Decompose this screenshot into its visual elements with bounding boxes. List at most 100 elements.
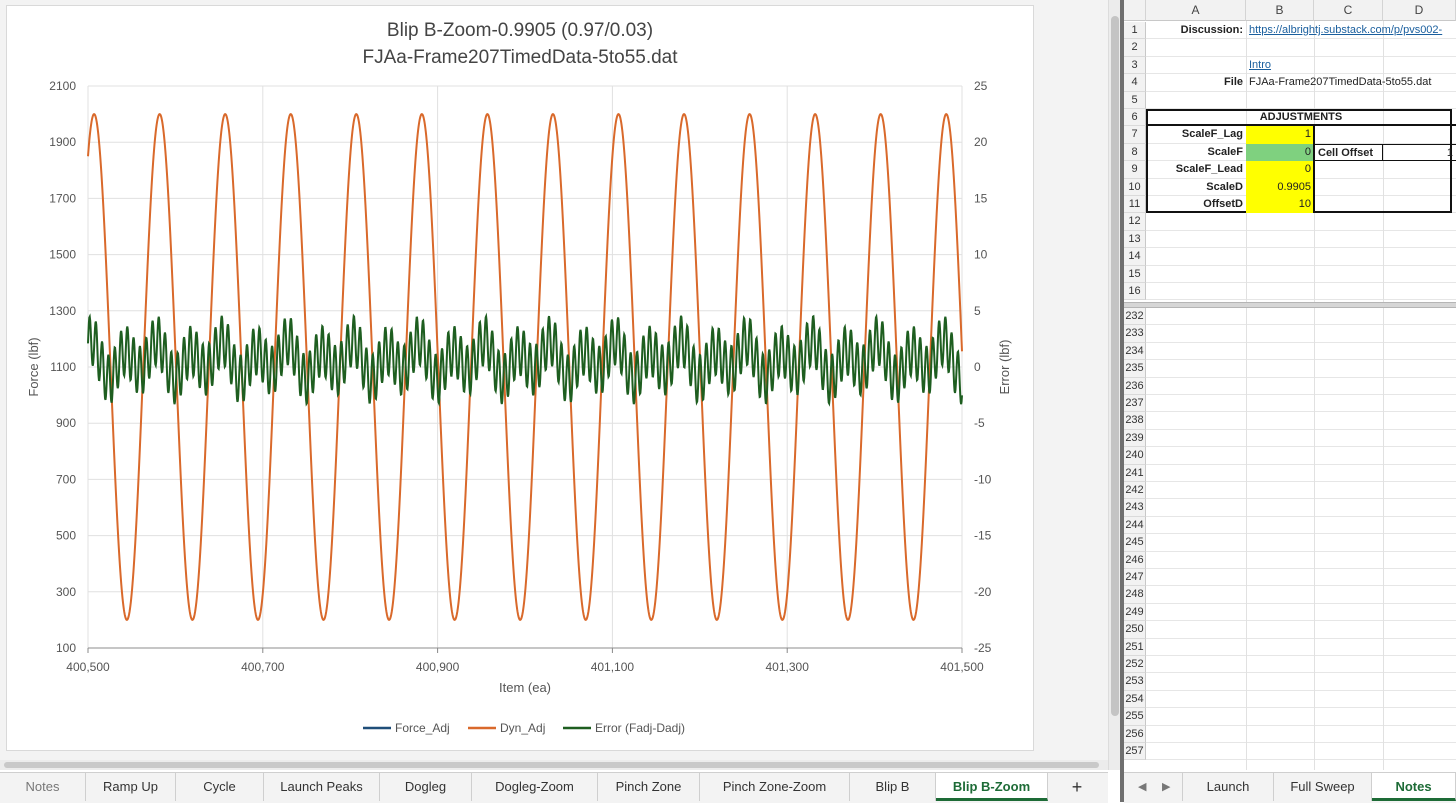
select-all-corner[interactable]: [1124, 0, 1146, 21]
column-header-b[interactable]: B: [1246, 0, 1314, 21]
series-dyn-adj-line: [87, 112, 963, 622]
row-header[interactable]: 237: [1124, 395, 1146, 413]
row-header[interactable]: 233: [1124, 325, 1146, 343]
x-tick-label: 401,300: [766, 660, 810, 674]
row-header[interactable]: 246: [1124, 551, 1146, 569]
intro-link[interactable]: Intro: [1249, 58, 1272, 71]
row-header[interactable]: 4: [1124, 74, 1146, 92]
row-header[interactable]: 253: [1124, 673, 1146, 691]
sheet-tab-cycle[interactable]: Cycle: [176, 773, 264, 801]
sheet-tab-right-full-sweep[interactable]: Full Sweep: [1274, 773, 1372, 801]
row-header[interactable]: 248: [1124, 586, 1146, 604]
row-header[interactable]: 234: [1124, 342, 1146, 361]
vertical-scrollbar-left[interactable]: [1108, 0, 1121, 770]
row-header[interactable]: 235: [1124, 360, 1146, 378]
row-header[interactable]: 243: [1124, 499, 1146, 517]
scroll-thumb[interactable]: [1111, 16, 1119, 716]
spreadsheet-grid: A B C D 1 2 3 4 5 6 7 8 9 10 11 12 13 14 15 16 232 233 234 235 2…: [1124, 0, 1456, 770]
row-header[interactable]: 12: [1124, 213, 1146, 231]
row-header[interactable]: 241: [1124, 464, 1146, 482]
row-header[interactable]: 1: [1124, 22, 1146, 40]
row-header[interactable]: 252: [1124, 656, 1146, 674]
sheet-tab-launch-peaks[interactable]: Launch Peaks: [264, 773, 380, 801]
gridline: [1146, 481, 1456, 482]
row-header[interactable]: 8: [1124, 143, 1146, 162]
gridline: [1146, 341, 1456, 343]
row-header[interactable]: 254: [1124, 690, 1146, 709]
row-header[interactable]: 255: [1124, 708, 1146, 726]
row-header[interactable]: 16: [1124, 283, 1146, 301]
column-header-c[interactable]: C: [1314, 0, 1383, 21]
scalef-lead-cell[interactable]: 0: [1246, 161, 1314, 179]
gridline: [1146, 359, 1456, 361]
row-header[interactable]: 240: [1124, 447, 1146, 465]
row-header[interactable]: 247: [1124, 569, 1146, 587]
row-header[interactable]: 245: [1124, 534, 1146, 552]
gridline: [1146, 620, 1456, 622]
row-header[interactable]: 15: [1124, 265, 1146, 283]
column-header-a[interactable]: A: [1146, 0, 1246, 21]
sheet-tab-pinch-zone-zoom[interactable]: Pinch Zone-Zoom: [700, 773, 850, 801]
scalef-cell[interactable]: 0: [1246, 143, 1314, 162]
row-header[interactable]: 251: [1124, 638, 1146, 656]
scroll-thumb[interactable]: [4, 762, 1099, 768]
sheet-tab-right-launch[interactable]: Launch: [1182, 773, 1274, 801]
horizontal-scrollbar-left[interactable]: [0, 760, 1108, 770]
row-header[interactable]: 2: [1124, 39, 1146, 57]
row-header[interactable]: 250: [1124, 621, 1146, 639]
gridline: [1146, 759, 1456, 761]
row-header[interactable]: 10: [1124, 178, 1146, 196]
sheet-tab-pinch-zone[interactable]: Pinch Zone: [598, 773, 700, 801]
row-header[interactable]: 14: [1124, 248, 1146, 266]
x-axis-label: Item (ea): [499, 680, 551, 695]
sheet-tab-right-notes[interactable]: Notes: [1372, 773, 1456, 801]
add-sheet-button[interactable]: +: [1071, 777, 1083, 797]
column-header-d[interactable]: D: [1383, 0, 1456, 21]
offsetd-cell[interactable]: 10: [1246, 196, 1314, 214]
y-left-tick-label: 300: [56, 585, 76, 599]
frozen-pane-split[interactable]: [1124, 302, 1456, 308]
sheet-tab-blip-b[interactable]: Blip B: [850, 773, 936, 801]
y-left-axis-label: Force (lbf): [26, 337, 41, 396]
gridline: [1146, 90, 1456, 92]
window-split-bar[interactable]: [1120, 0, 1124, 802]
row-header[interactable]: 249: [1124, 603, 1146, 622]
gridline: [1146, 707, 1456, 709]
scaled-cell[interactable]: 0.9905: [1246, 178, 1314, 196]
row-header[interactable]: 6: [1124, 109, 1146, 127]
discussion-link[interactable]: https://albrightj.substack.com/p/pvs002-: [1249, 24, 1443, 36]
sheet-tab-dogleg-zoom[interactable]: Dogleg-Zoom: [472, 773, 598, 801]
row-header[interactable]: 9: [1124, 161, 1146, 179]
x-tick-label: 400,700: [241, 660, 285, 674]
row-header[interactable]: 11: [1124, 196, 1146, 214]
next-sheet-arrow-icon[interactable]: ▶: [1162, 781, 1171, 793]
row-header[interactable]: 3: [1124, 56, 1146, 75]
row-header[interactable]: 232: [1124, 308, 1146, 326]
row-header[interactable]: 239: [1124, 429, 1146, 448]
row-header[interactable]: 13: [1124, 230, 1146, 249]
row-header[interactable]: 244: [1124, 516, 1146, 535]
y-left-tick-label: 1900: [49, 135, 76, 149]
gridline: [1146, 585, 1456, 587]
y-right-axis-label: Error (lbf): [997, 340, 1012, 395]
gridline: [1146, 637, 1456, 639]
sheet-tab-blip-b-zoom[interactable]: Blip B-Zoom: [936, 773, 1048, 801]
sheet-tab-ramp-up[interactable]: Ramp Up: [86, 773, 176, 801]
chart-frame[interactable]: Blip B-Zoom-0.9905 (0.97/0.03) FJAa-Frame…: [6, 5, 1034, 751]
row-header[interactable]: 7: [1124, 126, 1146, 144]
row-header[interactable]: 238: [1124, 412, 1146, 430]
scalef-lag-cell[interactable]: 1: [1246, 126, 1314, 144]
sheet-tab-dogleg[interactable]: Dogleg: [380, 773, 472, 801]
scalef-label: ScaleF: [1207, 145, 1243, 158]
y-right-tick-label: -15: [974, 529, 992, 543]
prev-sheet-arrow-icon[interactable]: ◀: [1138, 781, 1147, 793]
row-header[interactable]: 5: [1124, 91, 1146, 109]
gridline: [1146, 282, 1456, 283]
y-right-tick-label: 20: [974, 135, 988, 149]
row-header[interactable]: 256: [1124, 725, 1146, 743]
row-header[interactable]: 236: [1124, 377, 1146, 395]
cell-offset-value[interactable]: 1: [1383, 143, 1456, 162]
row-header[interactable]: 242: [1124, 482, 1146, 500]
row-header[interactable]: 257: [1124, 743, 1146, 761]
sheet-tab-notes[interactable]: Notes: [0, 773, 86, 801]
